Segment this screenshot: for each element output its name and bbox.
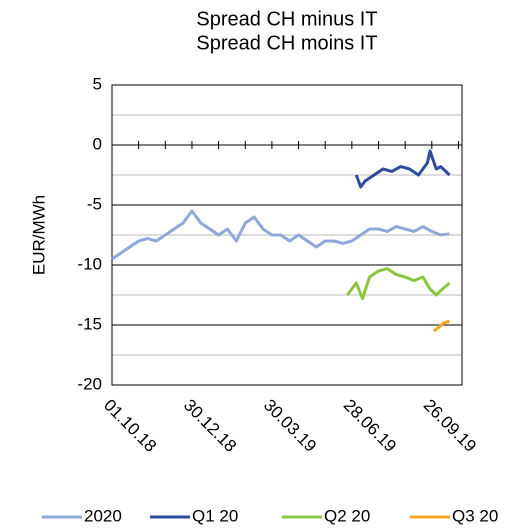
chart-title: Spread CH minus IT xyxy=(196,8,377,30)
x-tick-label: 26.09.19 xyxy=(420,396,480,456)
series-line xyxy=(111,209,450,261)
x-tick-label: 28.06.19 xyxy=(340,396,400,456)
y-tick-label: -5 xyxy=(87,194,102,213)
legend-label: Q2 20 xyxy=(324,506,370,525)
x-tick-label: 30.12.18 xyxy=(180,396,240,456)
y-tick-label: -10 xyxy=(77,254,102,273)
x-tick-label: 01.10.18 xyxy=(100,396,160,456)
y-axis-label: EUR/MWh xyxy=(29,195,48,275)
series-line xyxy=(432,319,450,333)
y-tick-label: 5 xyxy=(93,74,102,93)
x-tick-label: 30.03.19 xyxy=(260,396,320,456)
series-line xyxy=(354,149,451,189)
plot-border xyxy=(111,84,463,386)
chart-subtitle: Spread CH moins IT xyxy=(196,32,377,54)
y-tick-label: -15 xyxy=(77,314,102,333)
y-tick-label: -20 xyxy=(77,374,102,393)
series-line xyxy=(346,267,451,301)
legend-label: 2020 xyxy=(84,506,122,525)
legend-label: Q1 20 xyxy=(192,506,238,525)
legend-label: Q3 20 xyxy=(452,506,498,525)
y-tick-label: 0 xyxy=(93,134,102,153)
